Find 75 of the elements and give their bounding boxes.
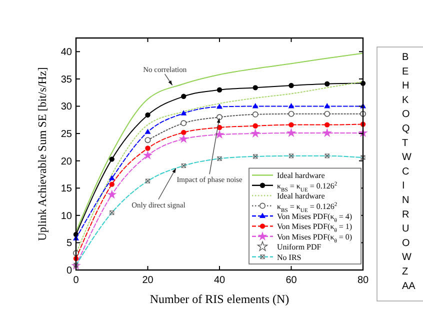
point [145, 146, 150, 151]
point [322, 128, 332, 138]
text: W [402, 252, 412, 264]
point [178, 134, 188, 144]
text: Z [402, 266, 408, 278]
text: B [402, 52, 409, 63]
y-tick-label: 10 [60, 210, 72, 222]
point [109, 182, 114, 187]
point [109, 156, 114, 162]
point [288, 110, 294, 117]
legend-label: Ideal hardware [277, 192, 326, 201]
point [252, 123, 258, 128]
point [324, 122, 330, 128]
text: H [402, 80, 410, 92]
x-tick-label: 60 [286, 275, 298, 286]
x-axis-title: Number of RIS elements (N) [150, 292, 290, 306]
text: E [402, 66, 409, 78]
point [107, 190, 117, 199]
point [288, 103, 294, 108]
point [288, 82, 294, 88]
point [216, 114, 222, 120]
y-tick-label: 30 [60, 102, 72, 113]
point [252, 111, 258, 118]
text: W [402, 152, 412, 164]
legend-label: Uniform PDF [277, 242, 322, 252]
legend-label: No IRS [277, 252, 302, 262]
legend-label: κ$_{BS}$ = κ$_{UE}$ = 0.126$^{2}$ [277, 202, 338, 214]
point [324, 110, 330, 117]
y-tick-label: 15 [60, 184, 72, 195]
legend-label: Ideal hardware [277, 171, 326, 180]
legend-label: κ$_{BS}$ = κ$_{UE}$ = 0.126$^{2}$ [277, 181, 338, 194]
text: Q [402, 124, 410, 134]
legend-label: Von Mises PDF(κ$_{θ}$ = 0) [277, 232, 352, 244]
text: N [402, 195, 410, 206]
point [252, 103, 258, 108]
point [180, 110, 187, 116]
point [250, 128, 260, 138]
point [143, 150, 152, 160]
point [181, 130, 186, 136]
text: K [402, 94, 409, 106]
point [214, 130, 224, 139]
point [108, 175, 115, 180]
point [324, 81, 330, 86]
y-tick-label: 35 [60, 74, 72, 86]
text: O [402, 238, 410, 249]
text: I [402, 180, 405, 192]
y-tick-label: 40 [60, 47, 72, 58]
x-tick-label: 20 [142, 275, 154, 286]
point [288, 122, 294, 128]
legend-label: Von Mises PDF(κ$_{θ}$ = 4) [277, 212, 352, 224]
point [216, 104, 222, 109]
point [145, 112, 150, 118]
x-tick-label: 80 [357, 275, 369, 286]
x-tick-label: 0 [73, 275, 80, 286]
point [181, 94, 186, 100]
point [180, 120, 187, 126]
text: O [402, 109, 410, 120]
text: U [402, 224, 410, 235]
legend-label: Von Mises PDF(κ$_{θ}$ = 1) [277, 222, 352, 234]
y-tick-label: 0 [66, 266, 72, 276]
text: R [402, 209, 410, 220]
text: AA [402, 280, 416, 292]
y-tick-label: 20 [60, 156, 72, 168]
y-tick-label: 5 [66, 238, 72, 250]
point [286, 128, 296, 138]
text: T [402, 138, 408, 149]
text: C [402, 166, 410, 178]
point [216, 87, 222, 92]
point [252, 85, 258, 90]
y-axis-title: Uplink Achievable Sum SE [bit/s/Hz] [37, 67, 49, 241]
point [144, 128, 151, 134]
y-tick-label: 25 [60, 129, 72, 140]
point [324, 103, 330, 108]
x-tick-label: 40 [214, 275, 226, 286]
point [144, 137, 151, 144]
